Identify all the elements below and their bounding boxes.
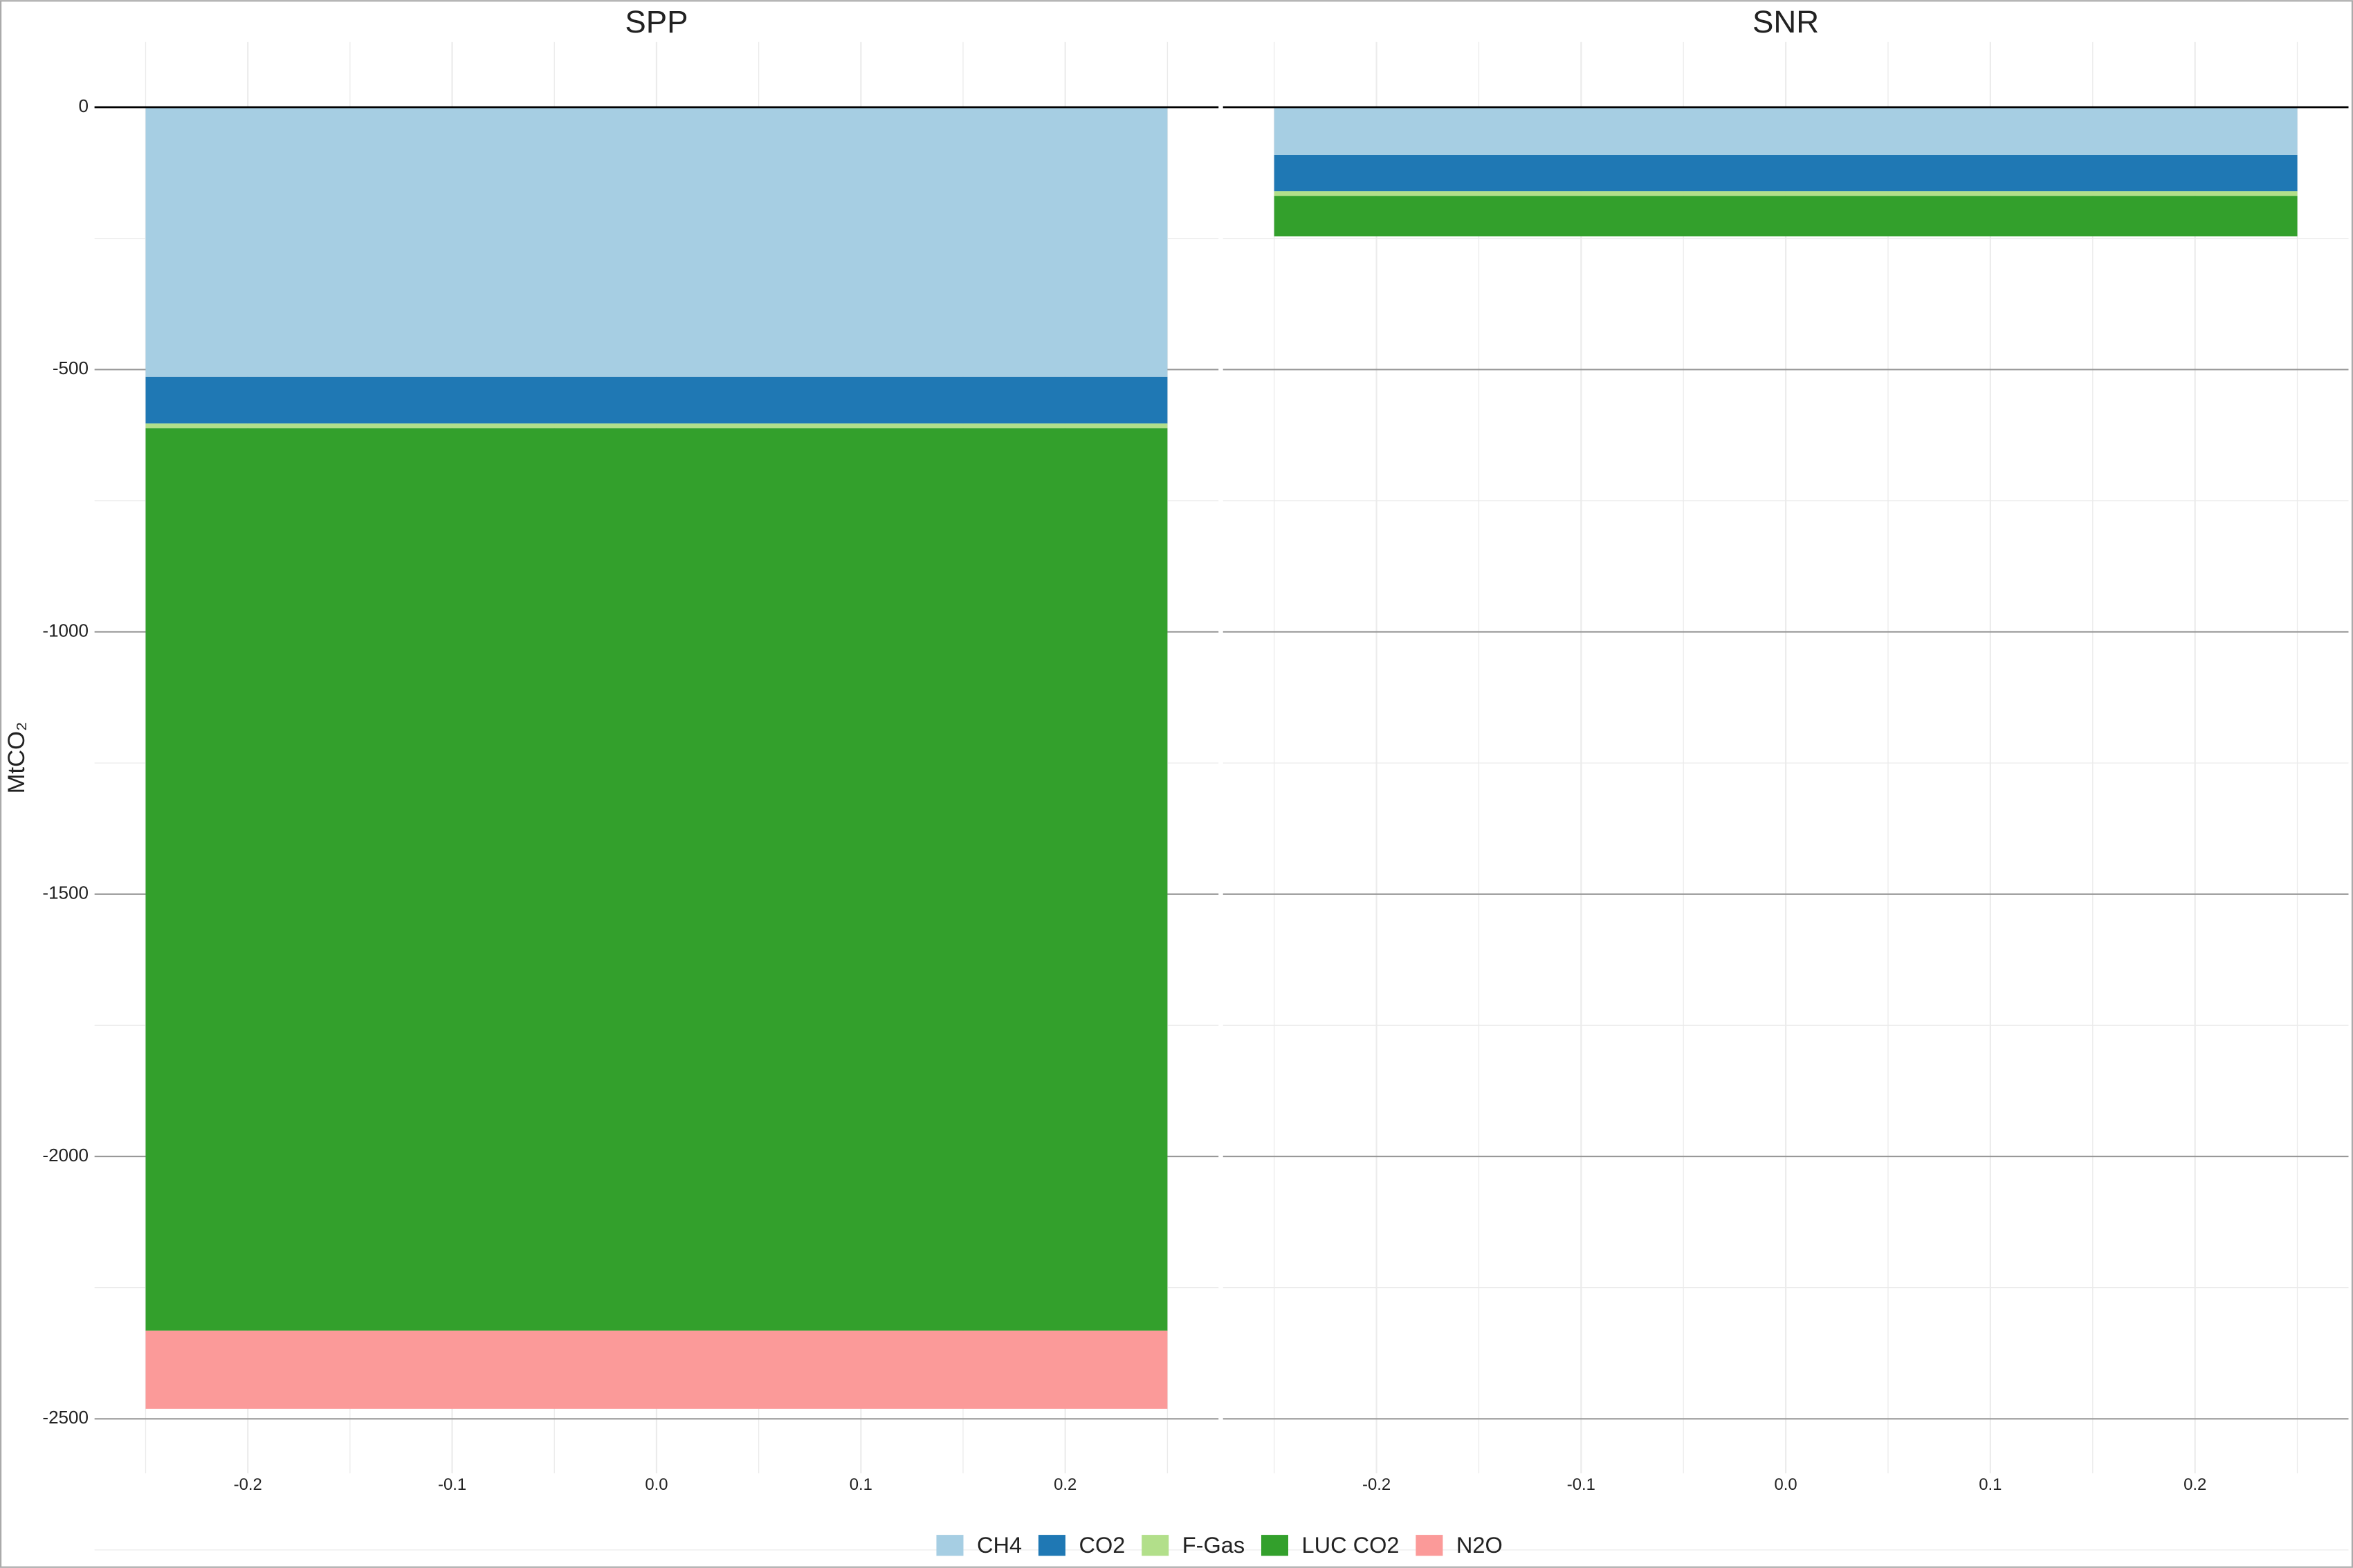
bar-segment (1274, 107, 2298, 156)
x-tick-label: -0.2 (1362, 1475, 1391, 1494)
y-axis-label: MtCO₂ (3, 722, 30, 794)
y-tick-label: 0 (79, 95, 89, 116)
legend-swatch (1416, 1535, 1443, 1556)
bar-segment (1274, 191, 2298, 196)
legend-label: CO2 (1079, 1533, 1126, 1558)
y-tick-label: -2000 (42, 1145, 89, 1165)
panel-title: SNR (1752, 4, 1819, 39)
legend-swatch (1142, 1535, 1169, 1556)
x-tick-label: 0.1 (850, 1475, 872, 1494)
y-tick-label: -500 (53, 358, 89, 378)
x-tick-label: 0.0 (645, 1475, 668, 1494)
x-tick-label: 0.2 (2183, 1475, 2206, 1494)
bar-segment (145, 376, 1168, 424)
x-tick-label: -0.1 (1567, 1475, 1595, 1494)
y-tick-label: -1500 (42, 883, 89, 903)
legend-label: CH4 (977, 1533, 1022, 1558)
legend-label: LUC CO2 (1302, 1533, 1400, 1558)
x-tick-label: -0.1 (438, 1475, 466, 1494)
x-tick-label: 0.0 (1775, 1475, 1797, 1494)
legend-label: F-Gas (1182, 1533, 1245, 1558)
bar-segment (145, 423, 1168, 429)
bar-segment (145, 428, 1168, 1331)
y-tick-label: -2500 (42, 1407, 89, 1428)
legend-swatch (1038, 1535, 1065, 1556)
x-tick-label: -0.2 (234, 1475, 262, 1494)
bar-segment (145, 1330, 1168, 1409)
bar-segment (145, 107, 1168, 377)
legend-label: N2O (1456, 1533, 1503, 1558)
panel-title: SPP (625, 4, 688, 39)
legend-swatch (1261, 1535, 1289, 1556)
x-tick-label: 0.2 (1054, 1475, 1077, 1494)
bar-segment (1274, 196, 2298, 237)
bar-segment (1274, 155, 2298, 192)
y-tick-label: -1000 (42, 620, 89, 640)
x-tick-label: 0.1 (1979, 1475, 2002, 1494)
legend-swatch (936, 1535, 964, 1556)
